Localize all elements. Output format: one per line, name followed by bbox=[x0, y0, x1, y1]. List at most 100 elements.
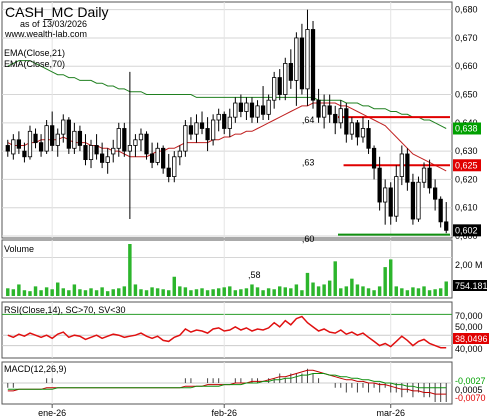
rsi-title: RSI(Close,14), SC>70, SV<30 bbox=[4, 305, 126, 315]
candle-body bbox=[16, 139, 21, 149]
candle-body bbox=[249, 102, 255, 118]
volume-last-box bbox=[453, 280, 487, 291]
volume-bar bbox=[17, 284, 21, 296]
candlesticks bbox=[5, 9, 449, 234]
candle-body bbox=[155, 147, 160, 163]
candle-body bbox=[277, 77, 282, 95]
volume-bar bbox=[355, 284, 360, 296]
volume-bar bbox=[50, 289, 54, 296]
candle-body bbox=[438, 198, 443, 223]
volume-bar bbox=[305, 272, 310, 296]
candle-body bbox=[266, 99, 271, 115]
volume-bar bbox=[100, 287, 104, 296]
rsi-last-label: 38,0496 bbox=[455, 334, 488, 344]
price-tick-label: 0,660 bbox=[455, 61, 478, 71]
candle-body bbox=[405, 153, 410, 183]
macd-label-3: -0,0070 bbox=[455, 393, 486, 403]
candle-body bbox=[349, 122, 354, 135]
rsi-line bbox=[7, 315, 447, 349]
volume-bar bbox=[33, 286, 38, 296]
volume-bar bbox=[416, 288, 421, 296]
macd-title: MACD(12,26,9) bbox=[4, 364, 67, 374]
candle-body bbox=[238, 102, 243, 112]
macd-label-1: -0,0027 bbox=[455, 376, 486, 386]
candle-body bbox=[283, 63, 288, 95]
candle-body bbox=[149, 153, 155, 163]
candle-body bbox=[299, 37, 305, 90]
volume-bar bbox=[294, 284, 299, 296]
candle-body bbox=[444, 221, 449, 231]
candle-body bbox=[5, 145, 10, 152]
volume-bar bbox=[61, 288, 65, 296]
volume-bar bbox=[289, 288, 293, 296]
candle-body bbox=[366, 128, 371, 149]
candle-body bbox=[188, 125, 194, 135]
candle-body bbox=[333, 113, 338, 124]
chart-site: www.wealth-lab.com bbox=[4, 29, 87, 39]
candle-body bbox=[227, 116, 232, 129]
candle-body bbox=[116, 128, 121, 149]
candle-body bbox=[388, 187, 393, 217]
volume-bar bbox=[22, 290, 27, 296]
volume-bar bbox=[366, 288, 371, 296]
macd-lines bbox=[2, 362, 452, 404]
volume-bar bbox=[333, 261, 337, 296]
volume-bar bbox=[283, 287, 287, 296]
volume-bar bbox=[300, 290, 304, 296]
volume-bar bbox=[216, 288, 221, 296]
volume-last-label: 754.181 bbox=[455, 281, 488, 291]
volume-bar bbox=[233, 290, 238, 296]
price-label-box bbox=[453, 122, 481, 135]
volume-bar bbox=[83, 290, 88, 296]
candle-body bbox=[427, 167, 432, 189]
volume-bar bbox=[339, 288, 343, 296]
price-annotations: ,64 ,63 ,60 bbox=[302, 115, 315, 244]
volume-bar bbox=[205, 290, 210, 296]
signal-path bbox=[7, 373, 447, 390]
volume-annotation: ,58 bbox=[248, 270, 261, 280]
candle-body bbox=[100, 153, 105, 163]
candle-body bbox=[166, 167, 171, 177]
volume-bar bbox=[244, 288, 249, 296]
rsi-tick-40: 40,000 bbox=[455, 344, 483, 354]
candle-body bbox=[416, 181, 421, 220]
candle-body bbox=[383, 187, 388, 203]
candle-body bbox=[338, 108, 343, 124]
volume-panel-frame bbox=[1, 239, 453, 299]
price-annotation: ,63 bbox=[302, 157, 315, 167]
chart-date: as of 13/03/2026 bbox=[20, 19, 87, 29]
candle-body bbox=[88, 145, 94, 161]
ema70-line bbox=[7, 60, 447, 129]
candle-body bbox=[22, 150, 27, 158]
rsi-tick-70: 70,000 bbox=[455, 311, 483, 321]
volume-bar bbox=[344, 286, 349, 296]
candle-body bbox=[244, 102, 249, 112]
candle-body bbox=[127, 145, 132, 152]
candle-body bbox=[61, 119, 66, 135]
volume-bar bbox=[144, 290, 149, 296]
volume-bar bbox=[394, 286, 398, 296]
volume-bar bbox=[178, 286, 182, 296]
volume-bar bbox=[405, 290, 410, 296]
rsi-last-box bbox=[453, 333, 489, 344]
volume-bar bbox=[411, 287, 415, 296]
volume-bar bbox=[56, 282, 60, 296]
volume-bar bbox=[316, 286, 321, 296]
candle-body bbox=[371, 147, 377, 169]
x-tick-label: ene-26 bbox=[38, 408, 66, 418]
candle-body bbox=[294, 37, 299, 81]
volume-bar bbox=[433, 289, 437, 296]
candle-body bbox=[33, 133, 38, 144]
candle-body bbox=[322, 105, 327, 118]
volume-bar bbox=[78, 289, 82, 296]
price-label-box bbox=[453, 224, 481, 237]
candle-body bbox=[122, 128, 127, 152]
candle-body bbox=[377, 167, 382, 203]
candle-body bbox=[44, 125, 49, 152]
candle-body bbox=[233, 102, 238, 118]
volume-bar bbox=[444, 281, 448, 296]
candle-body bbox=[144, 133, 149, 155]
volume-bar bbox=[438, 288, 443, 296]
candle-body bbox=[288, 63, 293, 81]
volume-bar bbox=[266, 288, 271, 296]
